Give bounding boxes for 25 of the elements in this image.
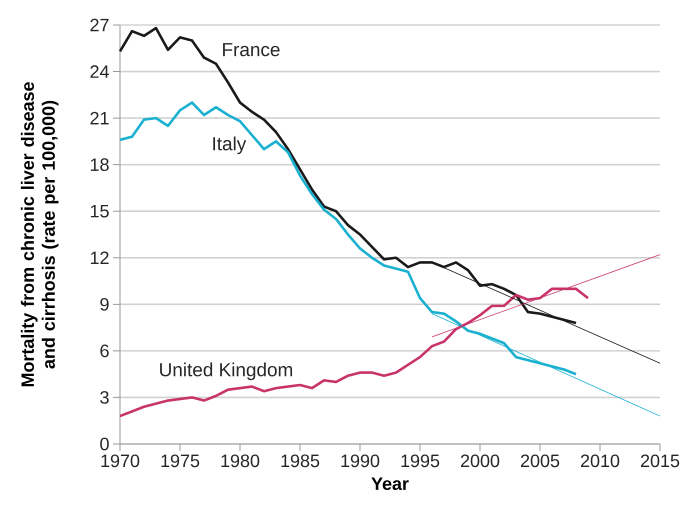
x-tick-label: 2010 xyxy=(580,454,620,468)
y-tick-label: 3 xyxy=(100,391,109,404)
series-label: United Kingdom xyxy=(160,362,292,380)
x-tick-label: 1970 xyxy=(101,454,140,468)
x-tick-label: 1980 xyxy=(221,454,260,468)
y-tick-label: 27 xyxy=(90,18,109,32)
y-tick-label: 12 xyxy=(90,251,109,264)
y-tick-label: 15 xyxy=(90,204,109,218)
x-tick-label: 2015 xyxy=(640,454,680,468)
y-axis-title: Mortality from chronic liver disease and cirrhosis (rate per 100,000) xyxy=(20,82,58,386)
series-label: France xyxy=(223,43,280,56)
x-tick-label: 1995 xyxy=(401,454,440,468)
y-tick-label: 24 xyxy=(90,65,109,78)
x-tick-label: 1985 xyxy=(281,454,320,468)
y-tick-label: 6 xyxy=(100,344,109,358)
series-label: Italy xyxy=(213,136,246,154)
y-tick-label: 9 xyxy=(100,298,109,311)
y-tick-label: 0 xyxy=(100,438,109,450)
x-axis-title: Year xyxy=(371,478,409,490)
y-tick-label: 18 xyxy=(90,158,109,171)
x-tick-label: 2000 xyxy=(460,454,500,468)
x-tick-label: 1990 xyxy=(341,454,380,468)
x-tick-label: 1975 xyxy=(161,454,200,468)
y-tick-label: 21 xyxy=(90,112,109,124)
x-tick-label: 2005 xyxy=(520,454,560,468)
